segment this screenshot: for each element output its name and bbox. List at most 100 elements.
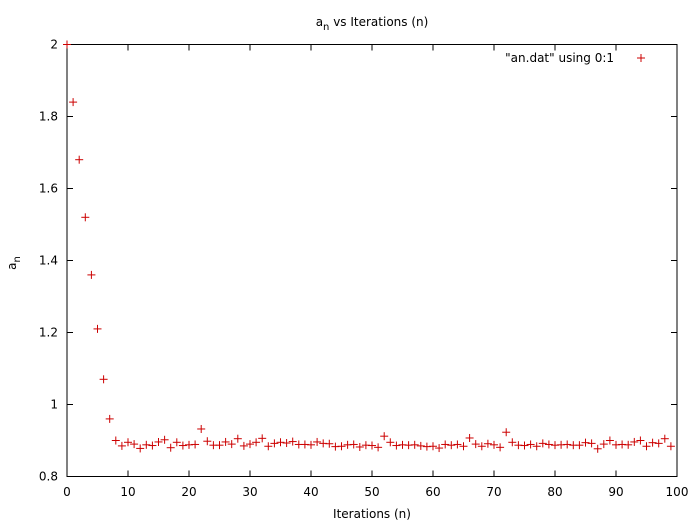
data-point <box>148 441 157 450</box>
data-point <box>63 40 71 49</box>
data-point <box>605 436 614 445</box>
x-tick-label: 30 <box>242 485 257 499</box>
data-point <box>520 441 529 450</box>
data-point <box>258 434 267 443</box>
y-axis-label: an <box>5 256 23 270</box>
y-tick-label: 2 <box>50 38 58 52</box>
data-point <box>368 441 376 450</box>
legend-marker <box>637 54 645 62</box>
data-point <box>264 442 273 451</box>
legend-label: "an.dat" using 0:1 <box>505 51 614 65</box>
data-point <box>221 437 230 446</box>
data-point <box>99 375 108 384</box>
data-point <box>441 440 450 449</box>
data-point <box>270 439 279 448</box>
data-point <box>313 437 322 446</box>
x-tick-label: 20 <box>181 485 196 499</box>
data-point <box>636 436 645 445</box>
data-point <box>410 440 419 449</box>
data-point <box>392 441 401 450</box>
data-point <box>563 440 572 449</box>
data-point <box>538 439 547 448</box>
data-point <box>154 437 163 446</box>
y-tick-label: 1.8 <box>39 110 58 124</box>
data-point <box>648 438 657 447</box>
data-point <box>166 443 175 452</box>
data-point <box>178 441 187 450</box>
data-point <box>142 440 151 449</box>
data-point <box>496 443 505 452</box>
data-point <box>429 442 437 451</box>
data-point <box>215 441 224 450</box>
data-point <box>599 440 608 449</box>
data-point <box>471 440 480 449</box>
data-point <box>282 439 291 448</box>
data-point <box>233 434 242 443</box>
data-point <box>435 444 444 453</box>
y-axis-label-subscript: n <box>12 256 23 262</box>
x-axis: 0 10 20 30 40 50 60 70 80 90 100 <box>63 44 689 499</box>
data-point <box>246 440 254 449</box>
data-point <box>307 440 315 449</box>
data-point <box>581 438 590 447</box>
data-point <box>87 270 96 279</box>
data-point <box>227 440 236 449</box>
x-tick-label: 90 <box>608 485 623 499</box>
data-point <box>593 444 602 453</box>
legend: "an.dat" using 0:1 <box>505 51 645 65</box>
data-point <box>490 440 498 449</box>
data-point <box>502 428 511 437</box>
x-tick-label: 0 <box>63 485 71 499</box>
data-point <box>81 213 90 222</box>
data-point <box>526 440 535 449</box>
chart-title-rest: vs Iterations (n) <box>329 15 428 29</box>
y-tick-label: 1.4 <box>39 254 58 268</box>
data-point <box>276 438 285 447</box>
data-point <box>252 438 261 447</box>
data-point <box>69 98 78 107</box>
x-tick-label: 70 <box>486 485 501 499</box>
x-tick-label: 100 <box>666 485 689 499</box>
data-point <box>337 442 346 451</box>
data-point <box>105 414 114 423</box>
data-point <box>172 438 181 447</box>
x-tick-label: 10 <box>120 485 135 499</box>
data-point <box>197 424 206 433</box>
data-point <box>544 440 553 449</box>
x-tick-label: 40 <box>303 485 318 499</box>
x-axis-label: Iterations (n) <box>333 507 411 521</box>
data-point <box>532 442 541 451</box>
data-point <box>416 441 425 450</box>
y-tick-label: 1.6 <box>39 182 58 196</box>
data-point <box>374 443 383 452</box>
data-point <box>349 440 358 449</box>
x-tick-label: 60 <box>425 485 440 499</box>
data-point <box>666 442 675 451</box>
data-point <box>191 440 200 449</box>
data-point <box>624 440 633 449</box>
data-point <box>130 440 139 449</box>
chart-title-subscript: n <box>323 22 329 33</box>
data-point <box>459 442 468 451</box>
data-point <box>117 441 126 450</box>
data-points <box>63 40 675 453</box>
data-point <box>124 438 132 447</box>
y-tick-label: 1.2 <box>39 326 58 340</box>
data-point <box>483 439 492 448</box>
plot-frame <box>66 44 678 477</box>
data-point <box>465 433 474 442</box>
legend-marker-plus <box>637 54 645 62</box>
y-tick-label: 0.8 <box>39 470 58 484</box>
data-point <box>477 442 486 451</box>
x-tick-label: 50 <box>364 485 379 499</box>
data-point <box>288 437 297 446</box>
y-tick-label: 1 <box>50 398 58 412</box>
chart-title: an vs Iterations (n) <box>316 15 429 33</box>
x-tick-label: 80 <box>547 485 562 499</box>
data-point <box>239 441 248 450</box>
data-point <box>160 435 169 444</box>
data-point <box>355 442 364 451</box>
data-point <box>660 434 669 443</box>
